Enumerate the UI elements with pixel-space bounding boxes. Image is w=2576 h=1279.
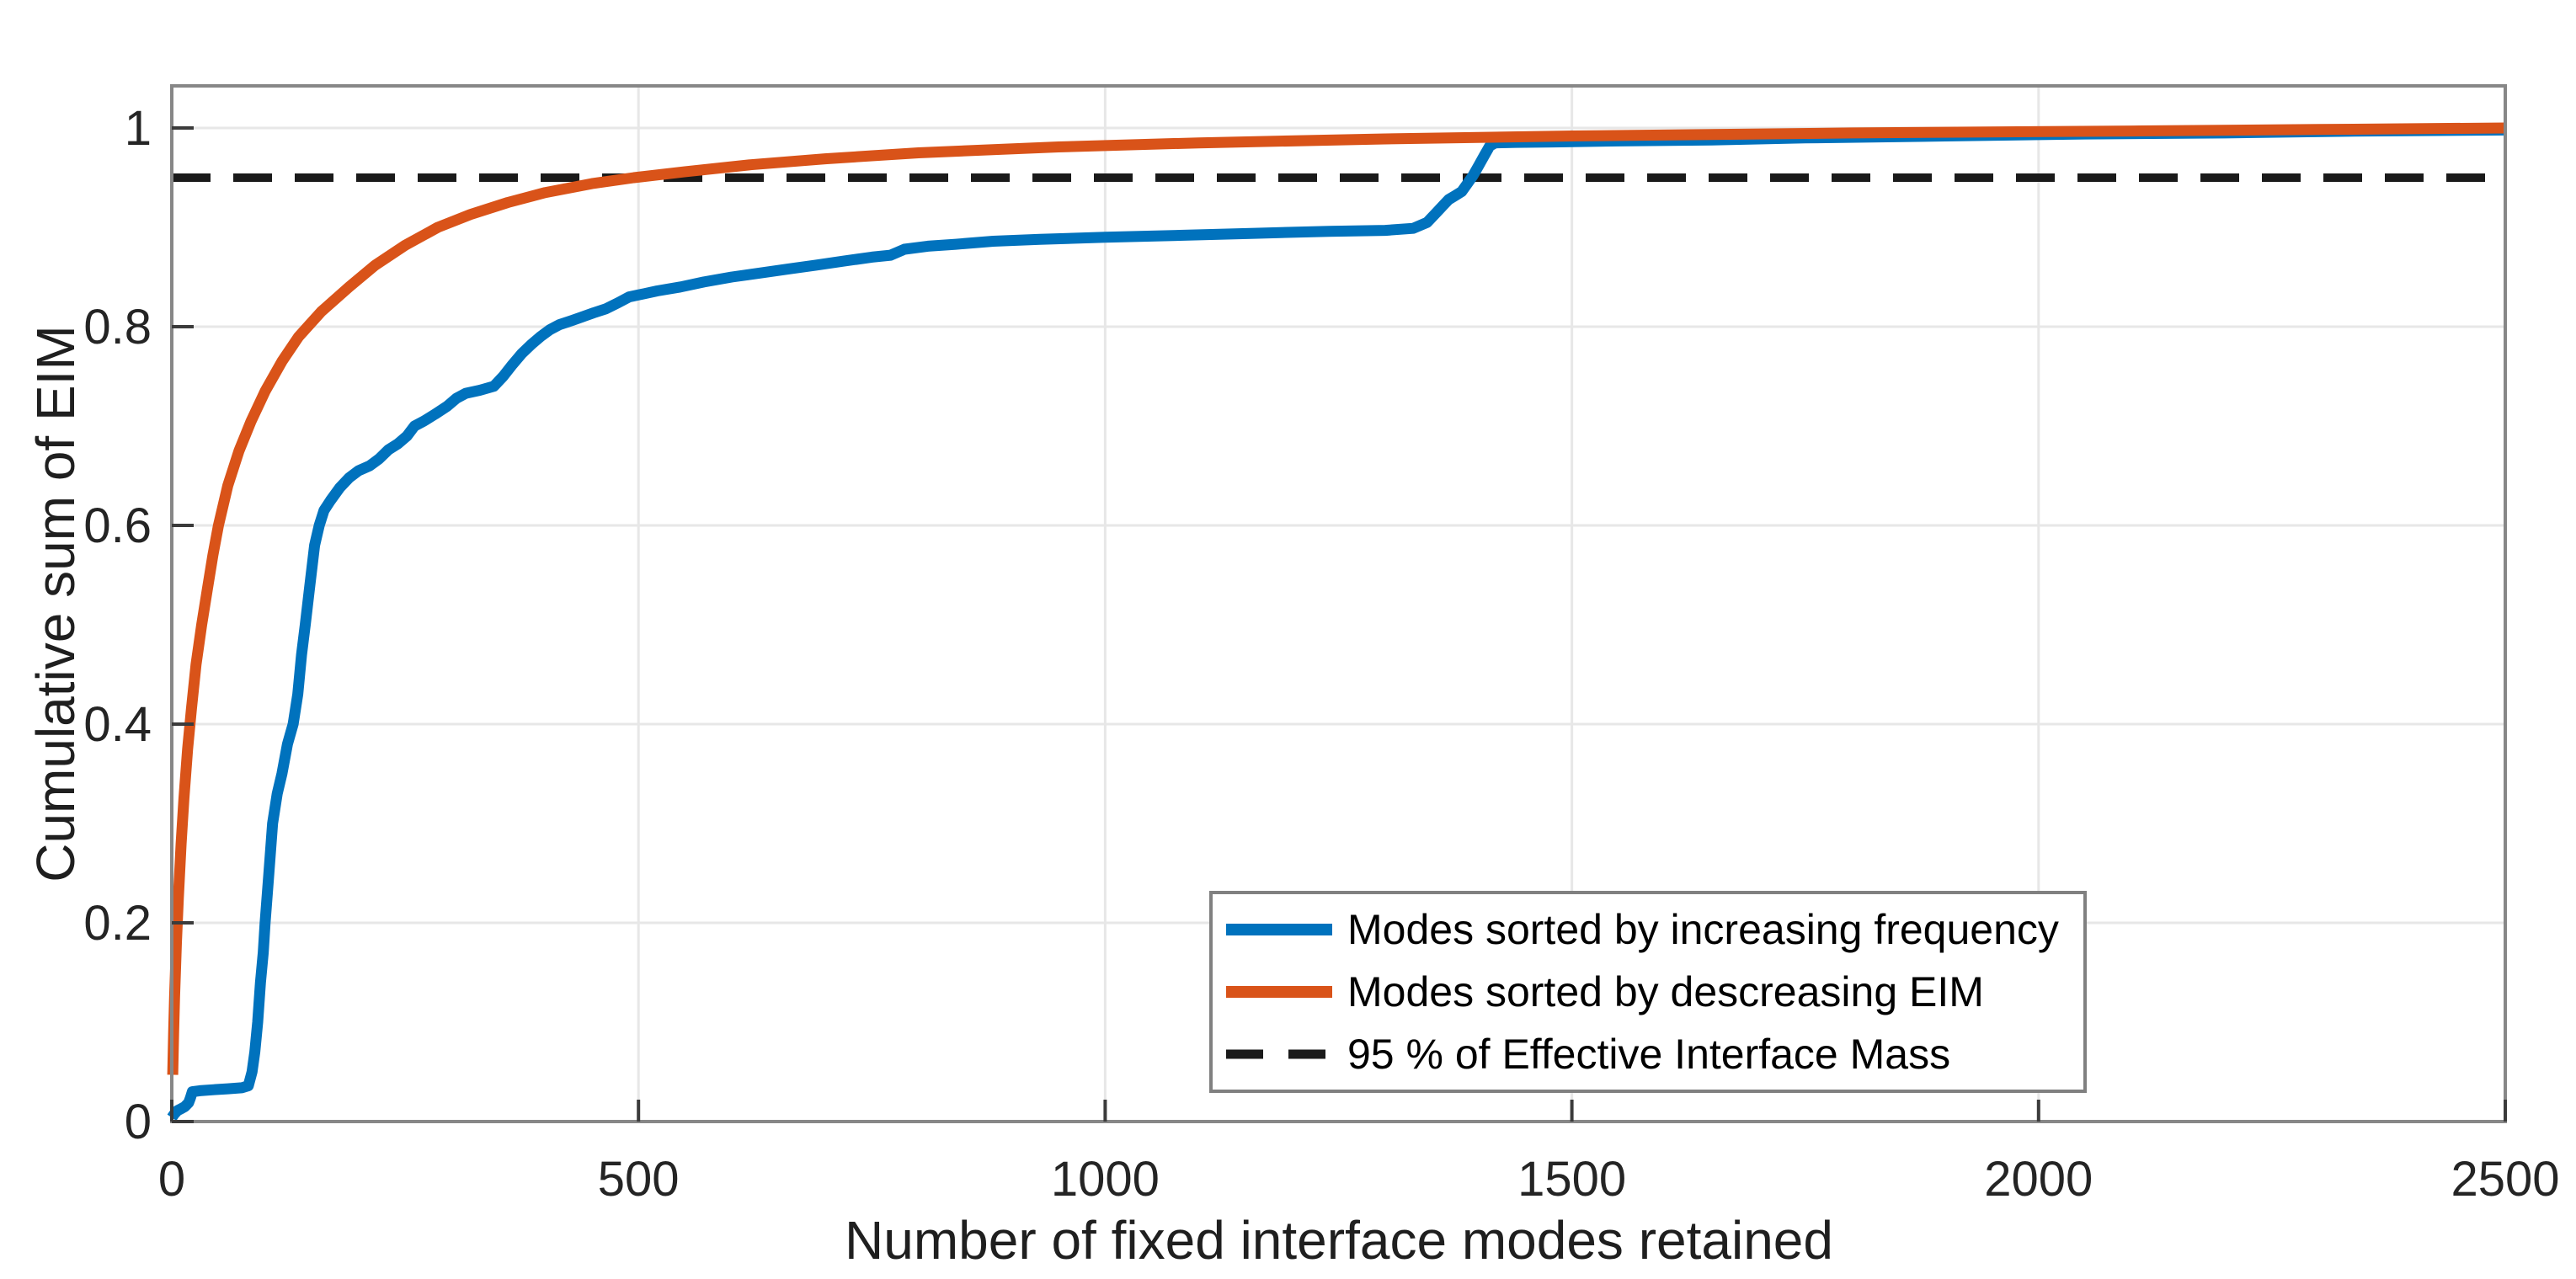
x-tick-label: 500: [598, 1152, 680, 1207]
legend-item-95-percent-threshold: 95 % of Effective Interface Mass: [1226, 1023, 2083, 1085]
y-tick-label: 0.6: [83, 498, 152, 553]
y-tick-label: 1: [125, 101, 152, 156]
legend-item-decreasing-eim: Modes sorted by descreasing EIM: [1226, 961, 2083, 1023]
axes-box: [170, 84, 2507, 1123]
x-tick-label: 2000: [1984, 1152, 2093, 1207]
y-tick-label: 0.8: [83, 300, 152, 354]
y-tick-label: 0: [125, 1095, 152, 1149]
series-line-0: [167, 124, 2506, 1122]
x-axis-label: Number of fixed interface modes retained: [845, 1210, 1833, 1271]
dashed-line-sample-icon: [1226, 1048, 1332, 1060]
legend-item-increasing-frequency: Modes sorted by increasing frequency: [1226, 898, 2083, 961]
blue-line-sample-icon: [1226, 924, 1332, 935]
y-tick-label: 0.2: [83, 896, 152, 951]
x-tick-label: 0: [158, 1152, 185, 1207]
legend: Modes sorted by increasing frequency Mod…: [1209, 891, 2087, 1093]
orange-line-sample-icon: [1226, 986, 1332, 998]
series-line-1: [167, 122, 2506, 1075]
x-tick-label: 1000: [1051, 1152, 1160, 1207]
x-tick-label: 2500: [2451, 1152, 2559, 1207]
y-axis-label: Cumulative sum of EIM: [25, 325, 86, 882]
legend-label: Modes sorted by increasing frequency: [1347, 906, 2059, 953]
y-tick-label: 0.4: [83, 697, 152, 752]
x-tick-label: 1500: [1517, 1152, 1626, 1207]
legend-label: Modes sorted by descreasing EIM: [1347, 968, 1984, 1015]
legend-label: 95 % of Effective Interface Mass: [1347, 1031, 1951, 1078]
